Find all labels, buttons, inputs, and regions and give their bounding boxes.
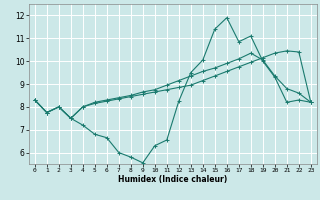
X-axis label: Humidex (Indice chaleur): Humidex (Indice chaleur) [118, 175, 228, 184]
